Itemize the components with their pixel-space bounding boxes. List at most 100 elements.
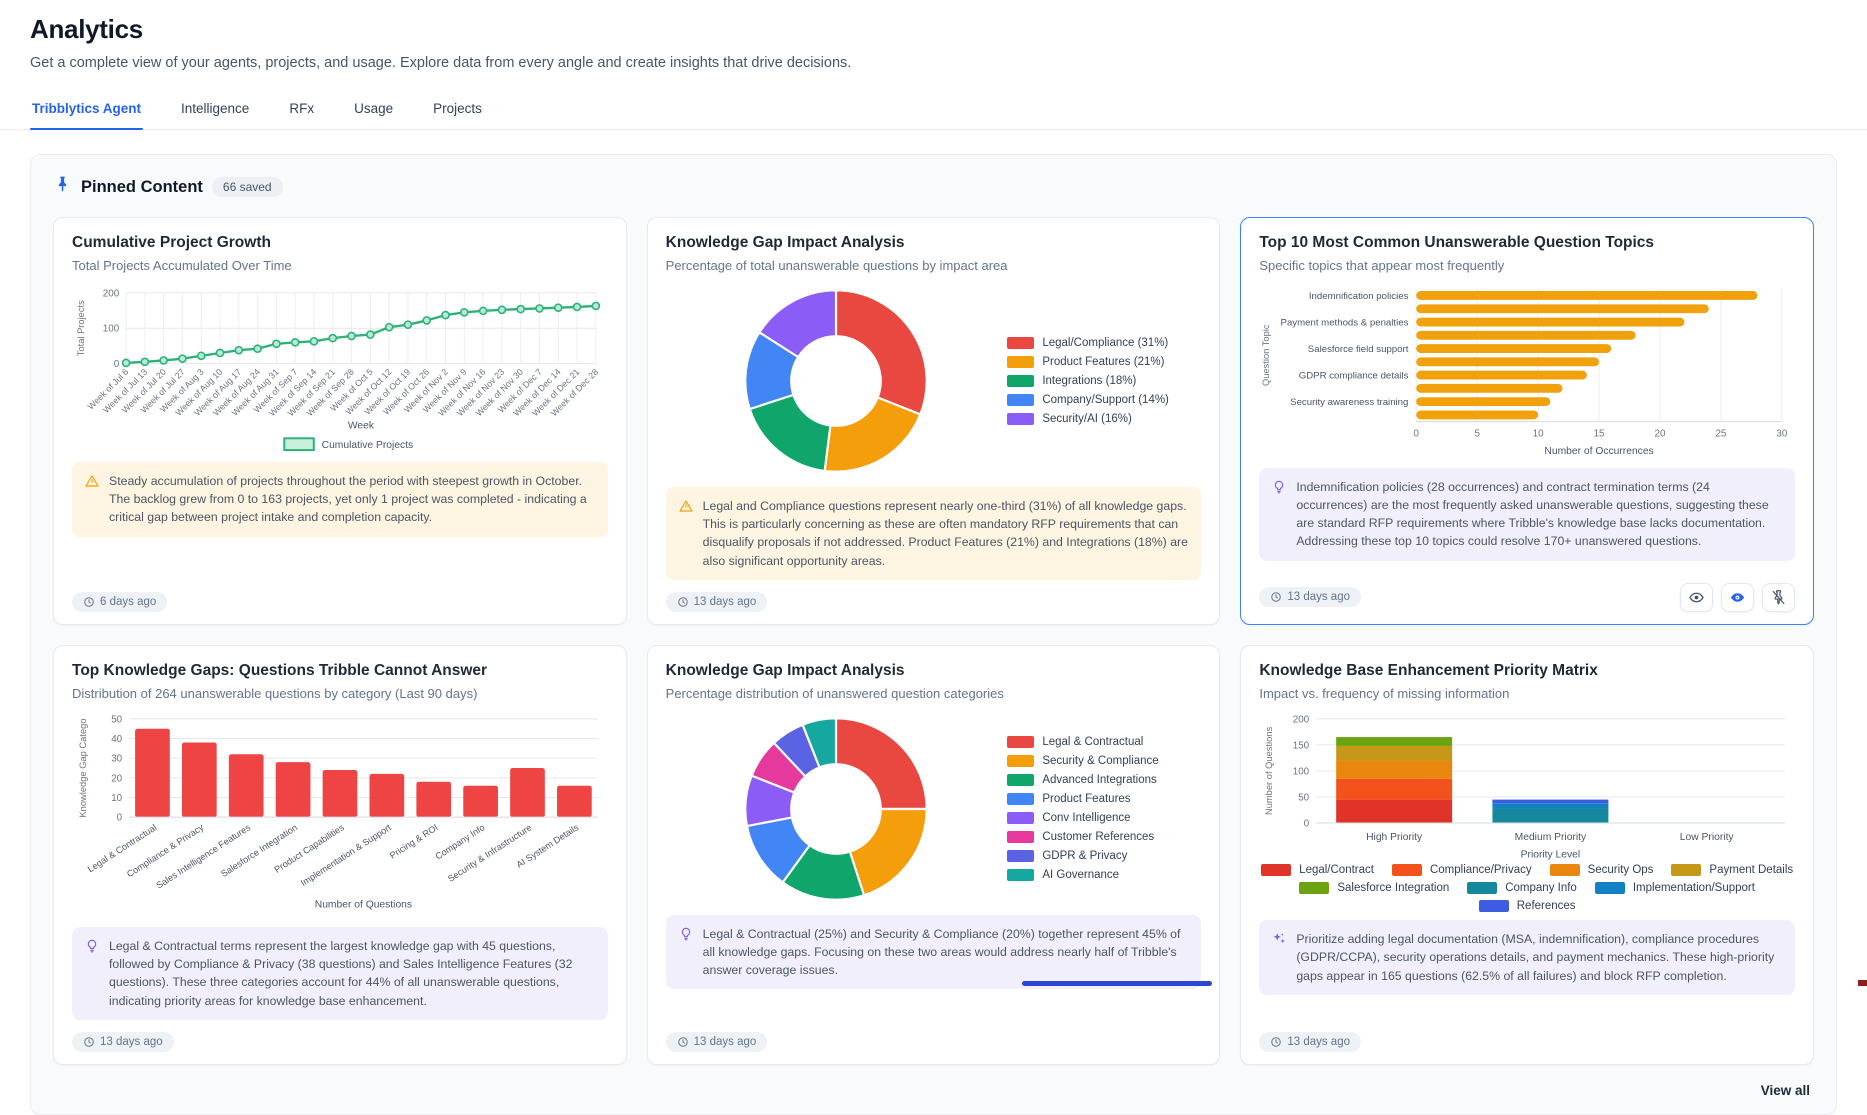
- legend-label: Security & Compliance: [1042, 755, 1159, 768]
- pinned-card[interactable]: Top 10 Most Common Unanswerable Question…: [1240, 217, 1814, 625]
- svg-text:Salesforce Integration: Salesforce Integration: [219, 822, 299, 879]
- legend-swatch: [1299, 882, 1330, 895]
- pin-off-icon: [1770, 589, 1787, 606]
- legend-item: Legal/Contract: [1261, 864, 1374, 877]
- legend-label: Legal/Compliance (31%): [1042, 337, 1169, 349]
- pinned-card[interactable]: Top Knowledge Gaps: Questions Tribble Ca…: [53, 644, 627, 1065]
- timestamp-text: 6 days ago: [100, 595, 157, 608]
- legend-swatch: [1261, 864, 1292, 877]
- svg-text:10: 10: [111, 793, 122, 804]
- legend-label: Advanced Integrations: [1042, 774, 1157, 787]
- svg-text:100: 100: [1293, 766, 1310, 777]
- sparkles-icon: [1271, 931, 1287, 985]
- tab-tribblytics-agent[interactable]: Tribblytics Agent: [30, 91, 144, 130]
- svg-text:0: 0: [114, 359, 120, 370]
- pinned-card[interactable]: Knowledge Gap Impact Analysis Percentage …: [646, 644, 1221, 1065]
- card-footer: 13 days ago: [1259, 1020, 1795, 1052]
- legend-item: Salesforce Integration: [1299, 882, 1449, 895]
- legend-item: Payment Details: [1671, 864, 1793, 877]
- view-all-link[interactable]: View all: [1760, 1082, 1810, 1098]
- timestamp-text: 13 days ago: [1287, 1035, 1350, 1048]
- donut-legend: Legal/Compliance (31%) Product Features (…: [1007, 337, 1201, 425]
- svg-text:25: 25: [1716, 428, 1727, 439]
- legend-item: Product Features: [1007, 793, 1197, 806]
- pinned-card[interactable]: Cumulative Project Growth Total Projects …: [53, 217, 627, 625]
- svg-text:Pricing & ROI: Pricing & ROI: [388, 822, 440, 860]
- legend-item: Product Features (21%): [1007, 356, 1197, 368]
- legend-item: Advanced Integrations: [1007, 774, 1197, 787]
- svg-text:Sales Intelligence Features: Sales Intelligence Features: [154, 822, 252, 891]
- card-subtitle: Percentage of total unanswerable questio…: [665, 258, 1008, 273]
- pinned-card[interactable]: Knowledge Gap Impact Analysis Percentage …: [646, 217, 1221, 625]
- legend-label: Legal & Contractual: [1042, 736, 1144, 749]
- tab-usage[interactable]: Usage: [352, 91, 395, 129]
- svg-text:0: 0: [1304, 818, 1310, 829]
- legend-item: Customer References: [1007, 831, 1197, 844]
- legend-item: Conv Intelligence: [1007, 812, 1197, 825]
- svg-text:Salesforce field support: Salesforce field support: [1308, 344, 1409, 355]
- preview-button[interactable]: [1680, 582, 1713, 612]
- svg-text:Number of Questions: Number of Questions: [1264, 726, 1274, 814]
- svg-text:30: 30: [1777, 428, 1788, 439]
- card-title: Top Knowledge Gaps: Questions Tribble Ca…: [72, 661, 488, 679]
- tab-projects[interactable]: Projects: [431, 91, 484, 129]
- legend-item: Company Info: [1467, 882, 1577, 895]
- legend-label: Conv Intelligence: [1042, 812, 1131, 825]
- unpin-button[interactable]: [1762, 582, 1795, 612]
- donut-chart: Legal/Compliance (31%) Product Features (…: [666, 283, 1202, 479]
- legend-swatch: [1007, 413, 1035, 425]
- warning-icon: [678, 498, 694, 570]
- svg-text:0: 0: [117, 812, 123, 823]
- line-chart: 0 100 200 Total Projects Week of Jul 6 Week o…: [72, 283, 608, 454]
- legend-swatch: [1007, 869, 1035, 882]
- legend-swatch: [1007, 356, 1035, 368]
- tab-rfx[interactable]: RFx: [287, 91, 316, 129]
- svg-text:Implementation & Support: Implementation & Support: [299, 822, 393, 888]
- card-subtitle: Total Projects Accumulated Over Time: [72, 258, 292, 273]
- bar-chart: 0 10 20 30 40 50 Legal & Contractual Compliance…: [72, 711, 608, 919]
- card-footer: 13 days ago: [1259, 571, 1795, 612]
- svg-text:Number of Occurrences: Number of Occurrences: [1545, 446, 1654, 457]
- legend-label: Product Features (21%): [1042, 356, 1165, 368]
- legend-swatch: [1007, 850, 1035, 863]
- legend-label: References: [1516, 900, 1576, 913]
- legend-label: Legal/Contract: [1299, 864, 1374, 877]
- pinned-card[interactable]: Knowledge Base Enhancement Priority Matr…: [1240, 644, 1814, 1065]
- legend-swatch: [1671, 864, 1702, 877]
- insight-toggle-button[interactable]: [1721, 582, 1754, 612]
- card-subtitle: Specific topics that appear most frequen…: [1259, 258, 1505, 273]
- card-subtitle: Percentage distribution of unanswered qu…: [665, 685, 1004, 701]
- svg-text:15: 15: [1594, 428, 1605, 439]
- page-title: Analytics: [30, 14, 143, 44]
- tab-intelligence[interactable]: Intelligence: [179, 91, 251, 129]
- donut-chart: Legal & Contractual Security & Compliance…: [666, 711, 1202, 907]
- legend-swatch: [1478, 900, 1509, 913]
- pinned-content-panel: Pinned Content 66 saved Cumulative Proje…: [30, 154, 1837, 1115]
- svg-text:20: 20: [1655, 428, 1666, 439]
- timestamp-badge: 6 days ago: [72, 591, 168, 612]
- pin-icon: [53, 175, 72, 199]
- svg-text:20: 20: [111, 773, 122, 784]
- horizontal-scrollbar-thumb[interactable]: [1022, 981, 1212, 986]
- legend-label: Company/Support (14%): [1042, 394, 1169, 406]
- legend-item: Legal/Compliance (31%): [1007, 337, 1197, 349]
- svg-text:200: 200: [1293, 714, 1310, 725]
- card-title: Top 10 Most Common Unanswerable Question…: [1259, 234, 1655, 251]
- svg-text:Total Projects: Total Projects: [76, 300, 86, 356]
- legend-label: AI Governance: [1042, 869, 1120, 882]
- legend-item: Security Ops: [1549, 864, 1653, 877]
- legend-label: Company Info: [1505, 882, 1577, 895]
- svg-text:0: 0: [1414, 428, 1420, 439]
- svg-text:5: 5: [1475, 428, 1481, 439]
- clock-icon: [677, 596, 689, 608]
- svg-text:Medium Priority: Medium Priority: [1515, 832, 1587, 843]
- legend-label: Implementation/Support: [1632, 882, 1755, 895]
- tab-bar: Tribblytics Agent Intelligence RFx Usage Pro…: [0, 91, 1867, 130]
- svg-text:Indemnification policies: Indemnification policies: [1309, 291, 1409, 302]
- timestamp-badge: 13 days ago: [1259, 587, 1361, 608]
- legend-swatch: [1007, 774, 1035, 787]
- warning-icon: [84, 473, 100, 527]
- legend-swatch: [1594, 882, 1625, 895]
- clock-icon: [83, 1036, 95, 1048]
- legend-item: Security & Compliance: [1007, 755, 1197, 768]
